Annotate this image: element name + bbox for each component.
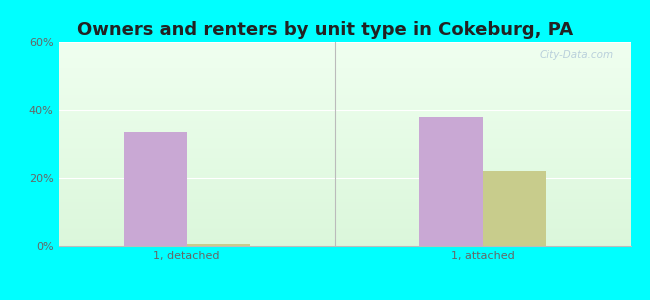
Text: Owners and renters by unit type in Cokeburg, PA: Owners and renters by unit type in Cokeb… [77,21,573,39]
Bar [124,132,187,246]
Bar [419,117,482,246]
Text: City-Data.com: City-Data.com [540,50,614,60]
Legend: Owner occupied units, Renter occupied units: Owner occupied units, Renter occupied un… [183,299,506,300]
Bar [482,171,546,246]
Bar [187,244,250,246]
